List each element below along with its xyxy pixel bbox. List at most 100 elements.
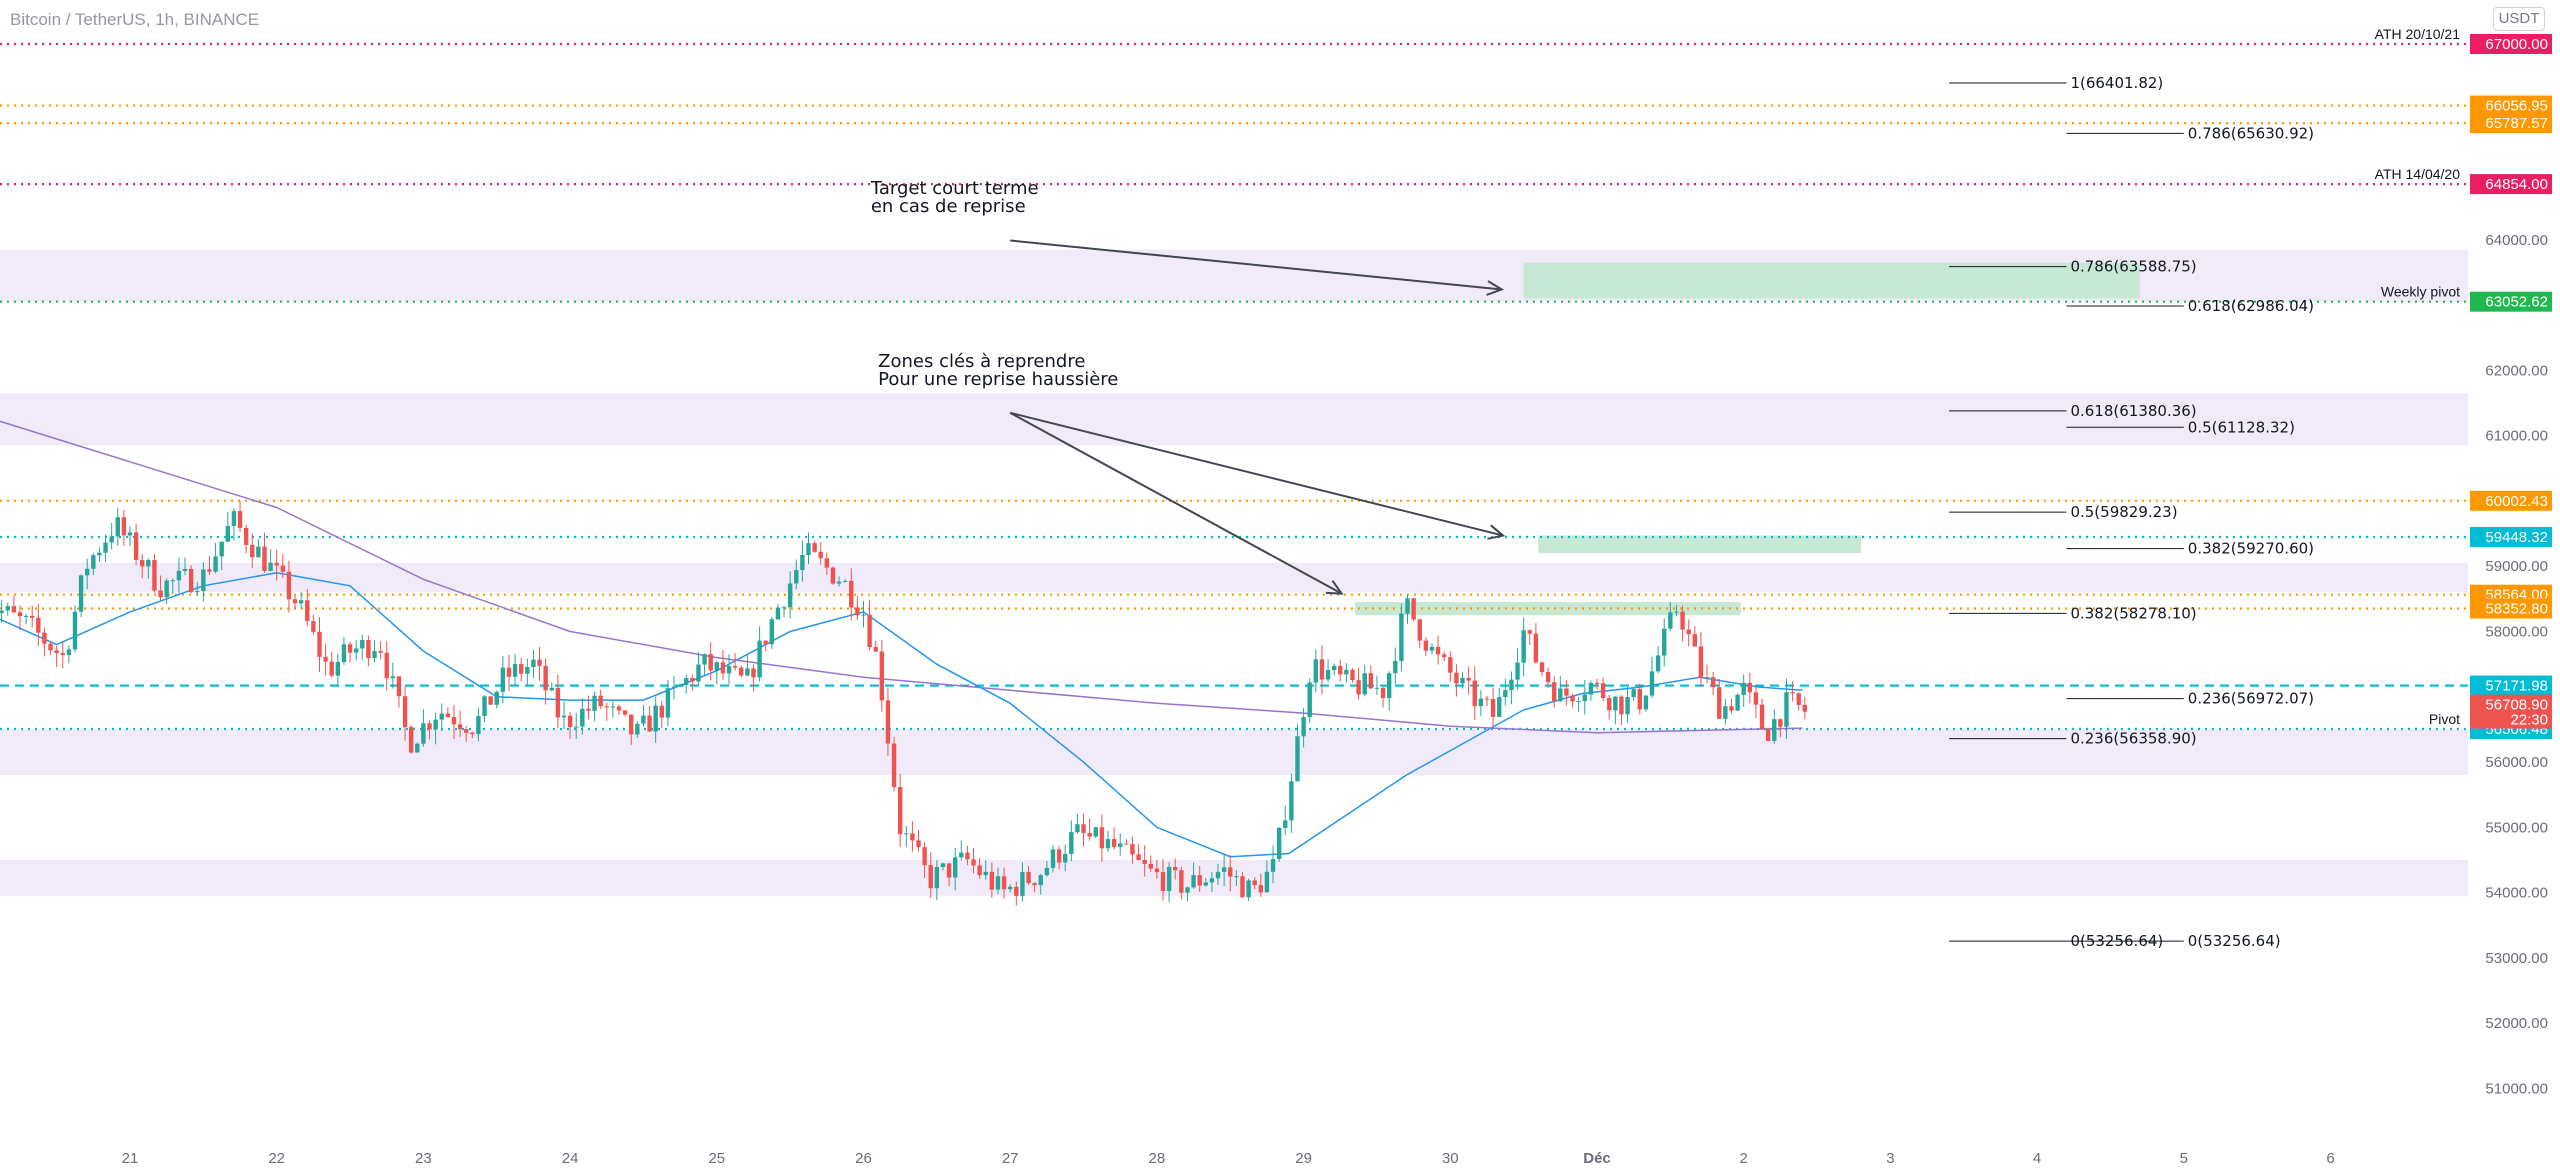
candle [1050, 845, 1056, 873]
candle-body [879, 651, 885, 701]
candle [1368, 665, 1374, 689]
time-axis[interactable]: 21 22 23 24 25 26 27 28 29 30 Déc 2 3 4 5 6 [122, 1150, 2335, 1167]
level-price-tag [2470, 526, 2552, 547]
price-axis[interactable]: 51000.00 52000.00 53000.00 54000.00 55000.00… [2470, 0, 2560, 1175]
candle-body [977, 865, 982, 876]
candle [1301, 707, 1306, 748]
candle [739, 665, 744, 678]
candle [891, 736, 897, 792]
candle-body [916, 840, 921, 848]
candle [390, 662, 396, 689]
candle [1215, 863, 1221, 885]
candle-body [1295, 736, 1300, 782]
fib-label: 0.5(59829.23) [2070, 503, 2177, 521]
candle [751, 664, 756, 692]
candle [842, 579, 848, 583]
candle-body [85, 568, 90, 576]
level-price-tag-text: 57171.98 [2485, 678, 2548, 695]
candle-body [231, 511, 237, 527]
candle-body [103, 542, 108, 553]
candle [1258, 873, 1264, 897]
candle-body [1448, 657, 1453, 673]
candle-body [1582, 694, 1587, 702]
candle-body [488, 696, 493, 705]
candle-body [366, 639, 371, 658]
candle [311, 614, 316, 635]
candle [66, 645, 72, 664]
candle [1001, 867, 1007, 899]
candle-body [1362, 673, 1367, 695]
candle-body [305, 600, 310, 622]
candle-body [445, 713, 451, 718]
annotation-arrow [1009, 411, 1504, 537]
candle [904, 825, 909, 848]
candle [922, 842, 927, 879]
candle-body [60, 653, 65, 655]
candle [1527, 629, 1532, 646]
candle-body [555, 687, 561, 718]
candle [1093, 826, 1098, 839]
candle [629, 714, 634, 745]
x-tick-label: 4 [2033, 1150, 2041, 1167]
candle-body [274, 562, 279, 566]
x-tick-label: 5 [2180, 1150, 2188, 1167]
candle-body [659, 705, 664, 718]
candle [1185, 886, 1190, 902]
level-price-tag [2470, 34, 2552, 54]
candle [1710, 671, 1716, 696]
candle [250, 533, 255, 568]
candle [543, 658, 548, 705]
candle [702, 653, 707, 675]
annotation-text: en cas de reprise [871, 196, 1026, 217]
candle [1240, 871, 1245, 898]
candle-body [1221, 867, 1227, 872]
candle [525, 658, 530, 685]
candle [586, 695, 591, 720]
candle [176, 557, 182, 594]
candle [5, 602, 10, 617]
candle-body [396, 676, 402, 697]
candle-body [1472, 680, 1477, 707]
candle-body [1374, 687, 1380, 689]
candle [1674, 604, 1679, 617]
candle [1594, 678, 1600, 690]
candle-body [537, 659, 542, 666]
candle-body [1747, 682, 1753, 693]
candle [1020, 862, 1025, 902]
currency-badge[interactable]: USDT [2493, 7, 2545, 31]
candle [140, 554, 145, 579]
candle-body [1643, 695, 1649, 710]
candle [1313, 649, 1319, 693]
candle [1503, 678, 1508, 706]
candle-body [867, 614, 872, 648]
candle [1735, 693, 1740, 711]
candle [1723, 698, 1728, 725]
candle-body [1380, 687, 1386, 698]
arrow-head [1486, 280, 1504, 296]
candle-body [402, 696, 408, 728]
candle-body [549, 687, 554, 691]
candle-body [806, 543, 811, 555]
candle-body [965, 852, 970, 860]
candle [1393, 647, 1398, 684]
key-zone [0, 860, 2468, 896]
candle [1552, 676, 1557, 708]
candle [506, 654, 512, 692]
candle-body [1588, 682, 1594, 695]
candle-body [11, 606, 17, 613]
fib-label: 1(66401.82) [2070, 74, 2163, 92]
candle-body [384, 652, 389, 679]
candle [1417, 618, 1422, 649]
candle [1576, 696, 1581, 712]
candle-body [1692, 634, 1697, 647]
candle [1448, 651, 1453, 682]
candle-body [787, 583, 793, 608]
candle-body [1307, 682, 1312, 718]
candle [335, 653, 341, 688]
candle [1350, 668, 1355, 683]
candle [292, 595, 298, 610]
candle [549, 682, 554, 692]
candle-body [494, 691, 499, 705]
candle-body [133, 532, 139, 560]
